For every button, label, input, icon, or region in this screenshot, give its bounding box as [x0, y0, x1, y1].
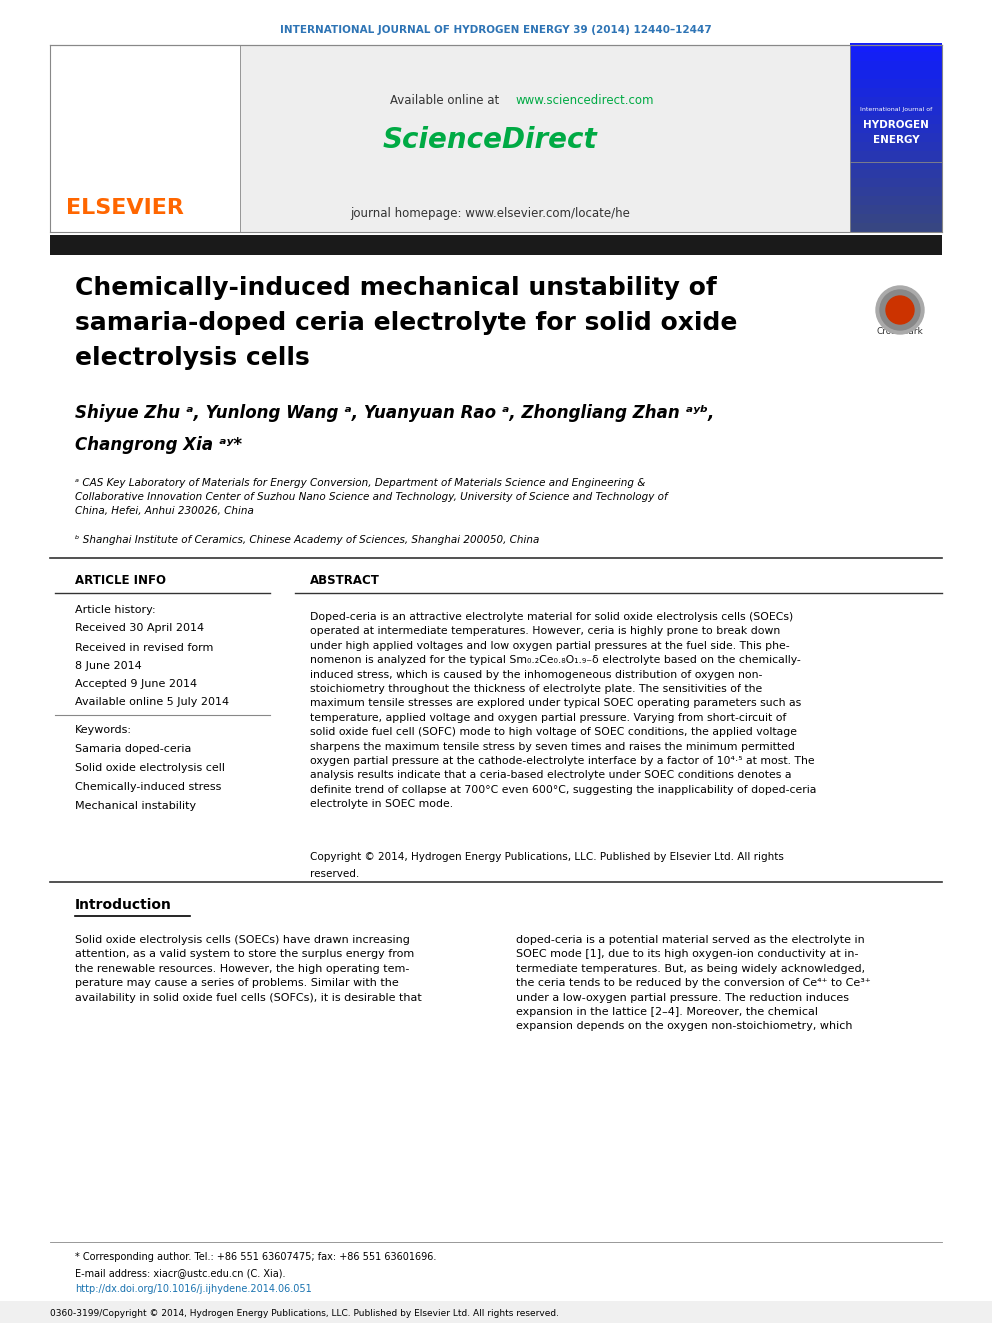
Text: Chemically-induced mechanical unstability of: Chemically-induced mechanical unstabilit…: [75, 277, 717, 300]
Text: ELSEVIER: ELSEVIER: [66, 198, 184, 218]
Bar: [850, 214, 942, 224]
Text: electrolysis cells: electrolysis cells: [75, 347, 310, 370]
Text: Doped-ceria is an attractive electrolyte material for solid oxide electrolysis c: Doped-ceria is an attractive electrolyte…: [310, 613, 816, 810]
Bar: [850, 142, 942, 151]
Text: Solid oxide electrolysis cell: Solid oxide electrolysis cell: [75, 763, 225, 773]
Text: doped-ceria is a potential material served as the electrolyte in
SOEC mode [1], : doped-ceria is a potential material serv…: [516, 935, 871, 1032]
Text: Available online 5 July 2014: Available online 5 July 2014: [75, 697, 229, 706]
Bar: [50, 235, 942, 255]
Text: Article history:: Article history:: [75, 605, 156, 615]
Bar: [850, 97, 942, 106]
Text: ENERGY: ENERGY: [873, 135, 920, 146]
Text: Changrong Xia ᵃʸ*: Changrong Xia ᵃʸ*: [75, 437, 242, 454]
Text: E-mail address: xiacr@ustc.edu.cn (C. Xia).: E-mail address: xiacr@ustc.edu.cn (C. Xi…: [75, 1267, 286, 1278]
Bar: [240, 45, 850, 232]
Text: 8 June 2014: 8 June 2014: [75, 662, 142, 671]
Text: 0360-3199/Copyright © 2014, Hydrogen Energy Publications, LLC. Published by Else: 0360-3199/Copyright © 2014, Hydrogen Ene…: [50, 1310, 559, 1319]
Text: Keywords:: Keywords:: [75, 725, 132, 736]
Circle shape: [892, 302, 908, 318]
Text: Received 30 April 2014: Received 30 April 2014: [75, 623, 204, 632]
Text: ᵃ CAS Key Laboratory of Materials for Energy Conversion, Department of Materials: ᵃ CAS Key Laboratory of Materials for En…: [75, 478, 668, 516]
Bar: [850, 160, 942, 169]
Text: Available online at: Available online at: [390, 94, 503, 106]
Text: CrossMark: CrossMark: [877, 328, 924, 336]
Text: Received in revised form: Received in revised form: [75, 643, 213, 654]
Bar: [850, 44, 942, 52]
Text: * Corresponding author. Tel.: +86 551 63607475; fax: +86 551 63601696.: * Corresponding author. Tel.: +86 551 63…: [75, 1252, 436, 1262]
Bar: [850, 187, 942, 196]
Text: ABSTRACT: ABSTRACT: [310, 573, 380, 586]
Bar: [850, 196, 942, 205]
Text: International Journal of: International Journal of: [860, 107, 932, 112]
Text: ScienceDirect: ScienceDirect: [383, 126, 597, 153]
Text: ARTICLE INFO: ARTICLE INFO: [75, 573, 166, 586]
Text: ᵇ Shanghai Institute of Ceramics, Chinese Academy of Sciences, Shanghai 200050, : ᵇ Shanghai Institute of Ceramics, Chines…: [75, 534, 540, 545]
Bar: [850, 70, 942, 79]
Text: http://dx.doi.org/10.1016/j.ijhydene.2014.06.051: http://dx.doi.org/10.1016/j.ijhydene.201…: [75, 1285, 311, 1294]
Bar: [850, 89, 942, 97]
Text: Introduction: Introduction: [75, 898, 172, 912]
Bar: [850, 61, 942, 70]
Text: Samaria doped-ceria: Samaria doped-ceria: [75, 744, 191, 754]
Text: journal homepage: www.elsevier.com/locate/he: journal homepage: www.elsevier.com/locat…: [350, 206, 630, 220]
Bar: [850, 134, 942, 142]
Bar: [850, 205, 942, 214]
Bar: [850, 79, 942, 89]
Bar: [850, 151, 942, 160]
Bar: [850, 224, 942, 232]
Bar: [0, 1301, 992, 1323]
Text: Chemically-induced stress: Chemically-induced stress: [75, 782, 221, 792]
Bar: [850, 106, 942, 115]
Bar: [850, 124, 942, 134]
Bar: [850, 169, 942, 179]
Text: Mechanical instability: Mechanical instability: [75, 800, 196, 811]
Text: HYDROGEN: HYDROGEN: [863, 120, 929, 130]
Bar: [850, 179, 942, 187]
Circle shape: [876, 286, 924, 333]
Text: Copyright © 2014, Hydrogen Energy Publications, LLC. Published by Elsevier Ltd. : Copyright © 2014, Hydrogen Energy Public…: [310, 852, 784, 863]
Bar: [50, 45, 240, 232]
Text: Shiyue Zhu ᵃ, Yunlong Wang ᵃ, Yuanyuan Rao ᵃ, Zhongliang Zhan ᵃʸᵇ,: Shiyue Zhu ᵃ, Yunlong Wang ᵃ, Yuanyuan R…: [75, 404, 714, 422]
Text: www.sciencedirect.com: www.sciencedirect.com: [515, 94, 654, 106]
Text: Accepted 9 June 2014: Accepted 9 June 2014: [75, 679, 197, 689]
Text: samaria-doped ceria electrolyte for solid oxide: samaria-doped ceria electrolyte for soli…: [75, 311, 737, 335]
Text: reserved.: reserved.: [310, 869, 359, 878]
Circle shape: [880, 290, 920, 329]
Text: INTERNATIONAL JOURNAL OF HYDROGEN ENERGY 39 (2014) 12440–12447: INTERNATIONAL JOURNAL OF HYDROGEN ENERGY…: [280, 25, 712, 34]
Bar: [850, 115, 942, 124]
Circle shape: [886, 296, 914, 324]
Text: Solid oxide electrolysis cells (SOECs) have drawn increasing
attention, as a val: Solid oxide electrolysis cells (SOECs) h…: [75, 935, 422, 1003]
Bar: [850, 52, 942, 61]
